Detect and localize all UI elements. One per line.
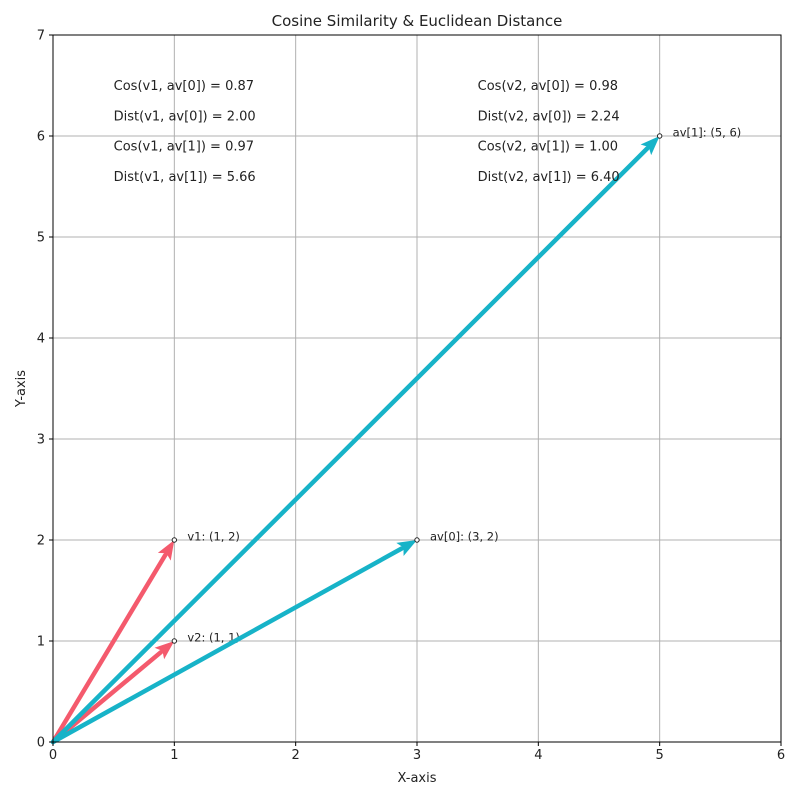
metric-annotation: Dist(v2, av[0]) = 2.24 <box>478 109 620 124</box>
metric-annotation: Cos(v1, av[1]) = 0.97 <box>114 140 254 155</box>
metric-annotation: Cos(v2, av[0]) = 0.98 <box>478 79 618 94</box>
metric-annotation: Dist(v1, av[1]) = 5.66 <box>114 170 256 185</box>
y-tick-label: 3 <box>37 433 45 448</box>
vector-endpoint <box>171 537 178 543</box>
vector-label: av[1]: (5, 6) <box>673 126 742 140</box>
annotation-layer: Cos(v1, av[0]) = 0.87 Dist(v1, av[0]) = 2… <box>114 79 620 185</box>
vector-label: v1: (1, 2) <box>187 530 240 544</box>
x-tick-label: 6 <box>777 748 785 763</box>
vector-label: av[0]: (3, 2) <box>430 530 499 544</box>
vector-v1: v1: (1, 2) <box>50 530 240 745</box>
x-tick-label: 4 <box>534 748 542 763</box>
vector-layer: v1: (1, 2) v2: (1, 1) av[0]: (3, 2) av[1]: … <box>50 126 742 745</box>
y-tick-label: 0 <box>37 736 45 751</box>
y-tick-label: 6 <box>37 130 45 145</box>
x-tick-label: 3 <box>413 748 421 763</box>
vector-av-1: av[1]: (5, 6) <box>50 126 742 745</box>
x-tick-label: 5 <box>656 748 664 763</box>
chart-title: Cosine Similarity & Euclidean Distance <box>272 12 563 30</box>
axis-ticks: 0 1 2 3 4 5 6 0 1 2 3 4 5 6 7 <box>37 29 785 764</box>
vector-arrowhead <box>154 641 175 660</box>
vector-shaft <box>50 146 650 745</box>
metric-annotation: Cos(v2, av[1]) = 1.00 <box>478 140 618 155</box>
y-tick-label: 7 <box>37 29 45 44</box>
y-tick-label: 4 <box>37 332 45 347</box>
y-tick-label: 5 <box>37 231 45 246</box>
x-tick-label: 1 <box>170 748 178 763</box>
x-tick-label: 0 <box>49 748 57 763</box>
x-tick-label: 2 <box>292 748 300 763</box>
vector-arrowhead <box>640 136 660 156</box>
metric-annotation: Cos(v1, av[0]) = 0.87 <box>114 79 254 94</box>
y-tick-label: 2 <box>37 534 45 549</box>
metric-annotation: Dist(v1, av[0]) = 2.00 <box>114 109 256 124</box>
vector-label: v2: (1, 1) <box>187 631 240 645</box>
vector-endpoint <box>414 537 420 543</box>
vector-endpoint <box>171 638 178 644</box>
x-axis-label: X-axis <box>398 771 437 786</box>
vector-av-0: av[0]: (3, 2) <box>50 530 499 745</box>
vector-arrowhead <box>157 540 175 561</box>
y-axis-label: Y-axis <box>14 370 29 408</box>
vector-shaft <box>50 552 168 745</box>
vector-shaft <box>50 546 404 745</box>
vector-arrowhead <box>396 540 417 557</box>
y-tick-label: 1 <box>37 635 45 650</box>
vector-endpoint <box>656 133 663 139</box>
metric-annotation: Dist(v2, av[1]) = 6.40 <box>478 170 620 185</box>
